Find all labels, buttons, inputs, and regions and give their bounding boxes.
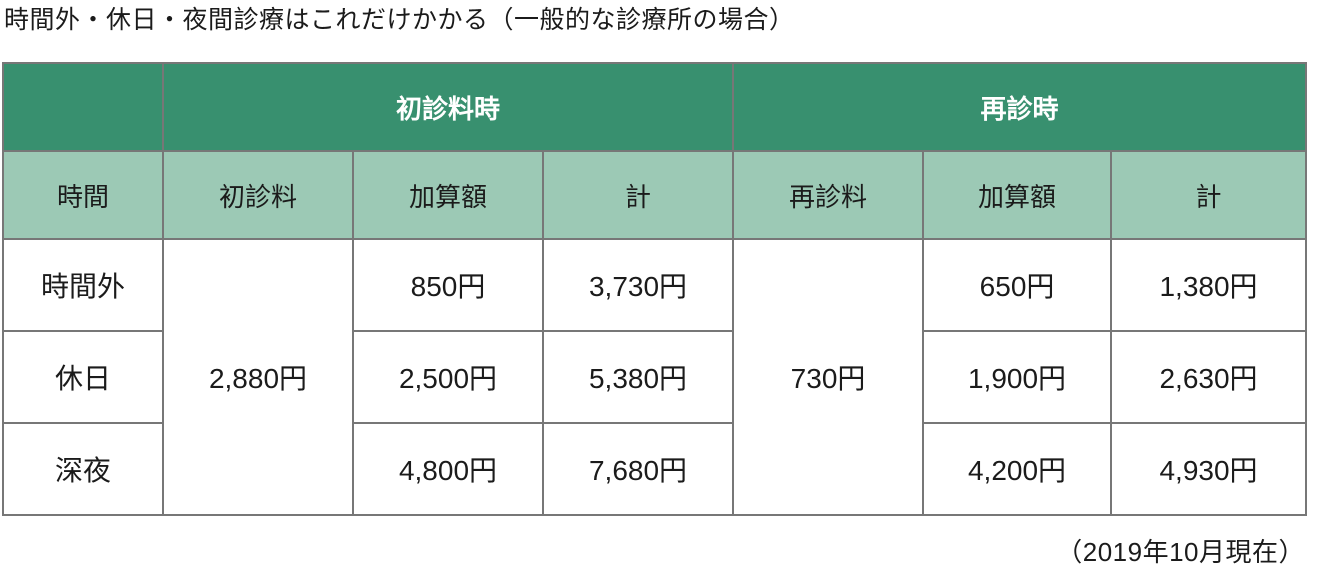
page-title: 時間外・休日・夜間診療はこれだけかかる（一般的な診療所の場合） [4,6,795,34]
column-header-row: 時間 初診料 加算額 計 再診料 加算額 計 [2,150,1308,240]
merged-revisit-fee-cell: 730円 [732,238,925,516]
revisit-addition-cell: 1,900円 [922,330,1113,424]
col-header-time: 時間 [2,150,164,240]
revisit-addition-cell: 650円 [922,238,1113,332]
time-label-cell: 時間外 [2,238,164,332]
table-row-overtime: 時間外 2,880円 850円 3,730円 730円 650円 1,380円 [2,238,1308,516]
first-addition-cell: 850円 [352,238,544,332]
group-header-revisit: 再診時 [732,62,1308,152]
col-header-revisit-fee: 再診料 [732,150,925,240]
first-addition-cell: 2,500円 [352,330,544,424]
footnote: （2019年10月現在） [1056,537,1305,567]
table-row-holiday: 休日 2,500円 5,380円 1,900円 2,630円 [2,330,1308,424]
merged-first-fee-cell: 2,880円 [162,238,354,516]
table-row-latenight: 深夜 4,800円 7,680円 4,200円 4,930円 [2,422,1308,516]
first-total-cell: 7,680円 [541,422,735,516]
col-header-first-total: 計 [541,150,735,240]
fee-table: 初診料時 再診時 時間 初診料 加算額 計 再診料 加算額 計 時間外 2,88… [2,62,1308,516]
group-header-row: 初診料時 再診時 [2,62,1308,152]
first-total-cell: 5,380円 [541,330,735,424]
first-total-cell: 3,730円 [541,238,735,332]
revisit-total-cell: 1,380円 [1110,238,1308,332]
revisit-total-cell: 2,630円 [1110,330,1308,424]
first-addition-cell: 4,800円 [352,422,544,516]
col-header-revisit-total: 計 [1110,150,1308,240]
corner-cell [2,62,164,152]
revisit-addition-cell: 4,200円 [922,422,1113,516]
group-header-first-visit: 初診料時 [161,62,735,152]
col-header-first-addition: 加算額 [352,150,544,240]
col-header-first-fee: 初診料 [162,150,354,240]
time-label-cell: 深夜 [2,422,164,516]
time-label-cell: 休日 [2,330,164,424]
col-header-revisit-addition: 加算額 [922,150,1113,240]
revisit-total-cell: 4,930円 [1110,422,1308,516]
